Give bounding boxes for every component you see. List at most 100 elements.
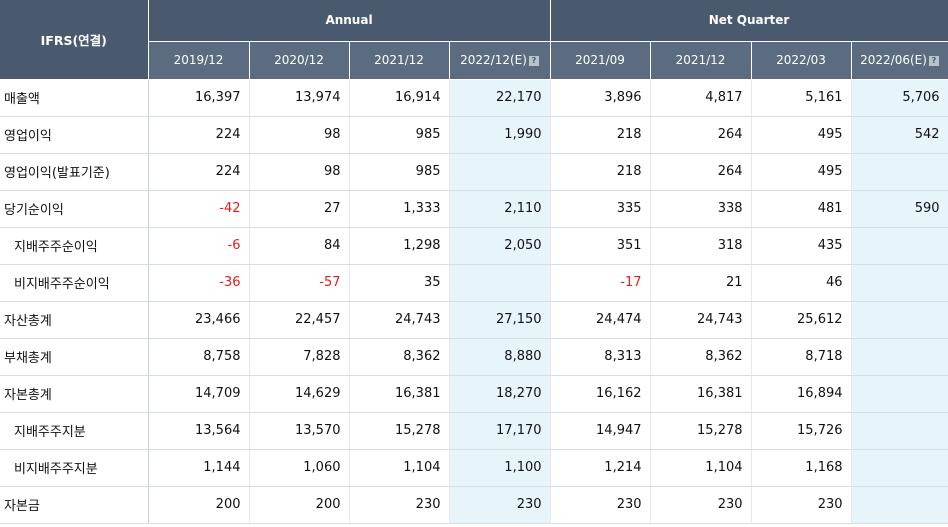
table-cell: 8,362 xyxy=(650,338,752,376)
table-cell: 35 xyxy=(349,264,450,302)
table-cell xyxy=(851,227,948,265)
table-cell: 435 xyxy=(751,227,852,265)
table-cell: 3,896 xyxy=(550,79,651,117)
table-cell: 25,612 xyxy=(751,301,852,339)
table-cell: 13,974 xyxy=(249,79,350,117)
period-label: 2021/12 xyxy=(374,53,424,67)
table-cell: 1,060 xyxy=(249,449,350,487)
table-cell: 1,168 xyxy=(751,449,852,487)
table-cell: 84 xyxy=(249,227,350,265)
table-cell: 264 xyxy=(650,116,752,154)
table-cell xyxy=(851,375,948,413)
table-row: 비지배주주지분 1,144 1,060 1,104 1,100 1,214 1,104 1,1… xyxy=(0,449,948,487)
table-cell: 1,214 xyxy=(550,449,651,487)
table-cell: 481 xyxy=(751,190,852,228)
table-cell: 27 xyxy=(249,190,350,228)
table-cell: 200 xyxy=(249,486,350,524)
table-cell: 8,362 xyxy=(349,338,450,376)
table-cell: 13,564 xyxy=(148,412,250,450)
period-header: 2022/12(E)? xyxy=(449,41,551,80)
table-cell: 218 xyxy=(550,153,651,191)
table-cell: -57 xyxy=(249,264,350,302)
table-cell: 15,726 xyxy=(751,412,852,450)
table-cell: 1,298 xyxy=(349,227,450,265)
table-cell: 13,570 xyxy=(249,412,350,450)
table-cell: 985 xyxy=(349,153,450,191)
table-row: 당기순이익 -42 27 1,333 2,110 335 338 481 590 xyxy=(0,190,948,228)
table-cell: 23,466 xyxy=(148,301,250,339)
table-cell: -17 xyxy=(550,264,651,302)
table-cell: 224 xyxy=(148,116,250,154)
table-cell: 18,270 xyxy=(449,375,551,413)
table-cell: 495 xyxy=(751,153,852,191)
table-row: 영업이익(발표기준) 224 98 985 218 264 495 xyxy=(0,153,948,191)
row-label: 지배주주지분 xyxy=(0,412,149,450)
row-label: 당기순이익 xyxy=(0,190,149,228)
table-cell: -42 xyxy=(148,190,250,228)
table-cell: 351 xyxy=(550,227,651,265)
row-label: 비지배주주지분 xyxy=(0,449,149,487)
header-group-row: IFRS(연결) Annual Net Quarter xyxy=(0,0,948,80)
table-cell: 1,990 xyxy=(449,116,551,154)
table-cell: 14,629 xyxy=(249,375,350,413)
table-cell xyxy=(851,338,948,376)
table-cell: 8,718 xyxy=(751,338,852,376)
estimate-info-icon[interactable]: ? xyxy=(528,56,539,66)
table-cell xyxy=(449,264,551,302)
quarter-header: Net Quarter xyxy=(550,0,948,42)
period-header: 2021/12 xyxy=(349,41,450,80)
table-cell xyxy=(851,412,948,450)
table-cell: 224 xyxy=(148,153,250,191)
table-cell: 24,743 xyxy=(650,301,752,339)
row-label: 부채총계 xyxy=(0,338,149,376)
row-label: 자산총계 xyxy=(0,301,149,339)
table-cell: 1,100 xyxy=(449,449,551,487)
row-label: 영업이익(발표기준) xyxy=(0,153,149,191)
period-label: 2021/09 xyxy=(575,53,625,67)
table-cell: 1,104 xyxy=(650,449,752,487)
table-cell: 542 xyxy=(851,116,948,154)
table-cell: 218 xyxy=(550,116,651,154)
table-cell: 8,313 xyxy=(550,338,651,376)
table-cell xyxy=(851,449,948,487)
period-header: 2022/03 xyxy=(751,41,852,80)
table-cell: 24,474 xyxy=(550,301,651,339)
table-cell: 22,170 xyxy=(449,79,551,117)
period-header: 2021/12 xyxy=(650,41,752,80)
table-cell: 16,894 xyxy=(751,375,852,413)
table-cell: 338 xyxy=(650,190,752,228)
table-cell: 17,170 xyxy=(449,412,551,450)
table-cell: 15,278 xyxy=(650,412,752,450)
table-cell: 8,758 xyxy=(148,338,250,376)
table-cell: 16,162 xyxy=(550,375,651,413)
period-header: 2019/12 xyxy=(148,41,250,80)
table-cell xyxy=(851,301,948,339)
table-cell: 264 xyxy=(650,153,752,191)
table-cell: 16,381 xyxy=(349,375,450,413)
table-cell: -36 xyxy=(148,264,250,302)
table-cell: 318 xyxy=(650,227,752,265)
table-row: 자본총계 14,709 14,629 16,381 18,270 16,162 16,381… xyxy=(0,375,948,413)
estimate-info-icon[interactable]: ? xyxy=(928,56,939,66)
period-label: 2020/12 xyxy=(274,53,324,67)
table-cell: 14,709 xyxy=(148,375,250,413)
table-cell: 5,161 xyxy=(751,79,852,117)
table-cell: 16,381 xyxy=(650,375,752,413)
table-row: 매출액 16,397 13,974 16,914 22,170 3,896 4,817 5,1… xyxy=(0,79,948,117)
row-label: 비지배주주순이익 xyxy=(0,264,149,302)
table-cell: 5,706 xyxy=(851,79,948,117)
table-cell: 200 xyxy=(148,486,250,524)
table-cell: 2,050 xyxy=(449,227,551,265)
table-cell: 495 xyxy=(751,116,852,154)
table-cell: 16,914 xyxy=(349,79,450,117)
table-row: 자산총계 23,466 22,457 24,743 27,150 24,474 24,743… xyxy=(0,301,948,339)
table-cell: 230 xyxy=(449,486,551,524)
table-row: 비지배주주순이익 -36 -57 35 -17 21 46 xyxy=(0,264,948,302)
table-cell xyxy=(851,153,948,191)
table-cell: 24,743 xyxy=(349,301,450,339)
table-cell: 590 xyxy=(851,190,948,228)
table-cell xyxy=(851,486,948,524)
period-header: 2022/06(E)? xyxy=(851,41,948,80)
table-cell: 46 xyxy=(751,264,852,302)
